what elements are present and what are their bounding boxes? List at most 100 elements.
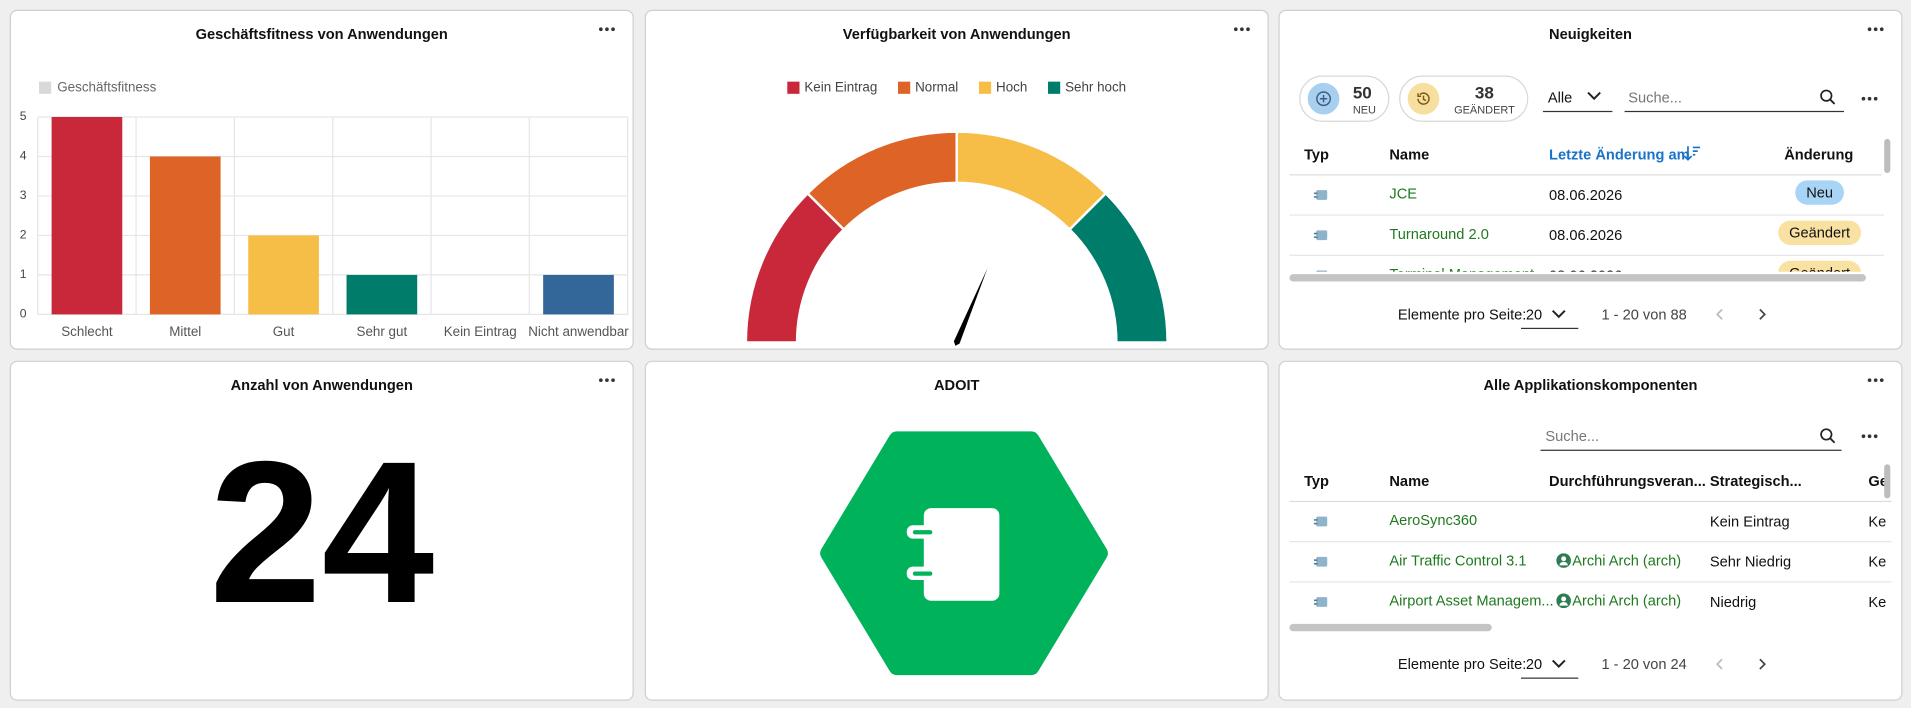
y-tick-label: 2 xyxy=(20,228,27,242)
h-scrollbar[interactable] xyxy=(1289,623,1492,632)
row-name[interactable]: Airport Asset Managem... xyxy=(1389,592,1554,610)
legend-label: Geschäftsfitness xyxy=(57,79,156,94)
row-date: 08.06.2026 xyxy=(1549,226,1623,244)
row-name[interactable]: Turnaround 2.0 xyxy=(1389,225,1489,243)
menu-button[interactable] xyxy=(1861,96,1878,101)
widget-news: Neuigkeiten 50 NEU 38 GEÄNDERT Alle Such… xyxy=(1278,9,1903,350)
v-scrollbar[interactable] xyxy=(1884,464,1891,499)
bar xyxy=(248,235,319,315)
legend-swatch xyxy=(898,81,911,94)
x-tick-label: Mittel xyxy=(169,324,201,339)
row-date: 08.06.2026 xyxy=(1549,186,1623,204)
y-tick-label: 4 xyxy=(20,149,27,163)
row-cell: Ke xyxy=(1868,553,1887,571)
bar xyxy=(346,274,418,315)
gauge-segment xyxy=(805,130,958,232)
y-tick-label: 0 xyxy=(20,307,27,321)
column-header: Strategisch... xyxy=(1709,472,1802,490)
menu-button[interactable] xyxy=(1233,27,1250,32)
bar-chart: Geschäftsfitness 0 1 2 3 4 5 Schlecht Mittel Gut S… xyxy=(20,79,630,339)
column-header: Letzte Änderung am xyxy=(1549,146,1690,164)
row-divider xyxy=(1289,541,1892,543)
bar xyxy=(543,274,614,315)
filter-select[interactable]: Alle xyxy=(1547,88,1573,107)
row-cell: Ke xyxy=(1868,593,1887,611)
gauge-chart: Kein Eintrag Normal Hoch Sehr hoch xyxy=(744,79,1169,346)
search-underline xyxy=(1624,110,1844,113)
menu-button[interactable] xyxy=(598,378,615,383)
changed-badge[interactable]: 38 GEÄNDERT xyxy=(1399,75,1529,122)
menu-button[interactable] xyxy=(598,27,615,32)
chevron xyxy=(1551,310,1566,319)
page-range: 1 - 20 von 24 xyxy=(1601,655,1687,673)
widget-title: Alle Applikationskomponenten xyxy=(1483,376,1698,394)
widget-components: Alle Applikationskomponenten Suche... Ty… xyxy=(1278,360,1903,701)
widget-title: ADOIT xyxy=(933,376,980,394)
column-header: Änderung xyxy=(1784,146,1854,164)
per-page-label: Elemente pro Seite: xyxy=(1397,305,1527,323)
row-owner[interactable]: Archi Arch (arch) xyxy=(1572,592,1682,610)
y-tick-label: 1 xyxy=(20,267,27,281)
prev-page[interactable] xyxy=(1715,308,1725,320)
search-underline xyxy=(1540,449,1842,451)
prev-page[interactable] xyxy=(1715,658,1725,670)
chevron xyxy=(1587,91,1601,101)
search-icon[interactable] xyxy=(1820,89,1836,105)
column-header: Name xyxy=(1389,472,1430,490)
per-page-select[interactable]: 20 xyxy=(1525,655,1543,673)
per-page-label: Elemente pro Seite: xyxy=(1397,655,1527,673)
legend-swatch xyxy=(39,81,52,94)
select-underline xyxy=(1521,677,1579,679)
changed-label: GEÄNDERT xyxy=(1454,103,1515,116)
row-divider xyxy=(1289,214,1885,216)
column-header: Durchführungsveran... xyxy=(1549,472,1706,490)
menu-button[interactable] xyxy=(1867,27,1884,32)
adoit-logo xyxy=(820,431,1108,676)
widget-fitness: Geschäftsfitness von Anwendungen Geschäf… xyxy=(9,9,634,350)
table-body: AeroSync360 Kein Eintrag Ke Air Traffic Con… xyxy=(1289,502,1892,617)
next-page[interactable] xyxy=(1757,658,1767,670)
chevron xyxy=(1551,659,1566,668)
new-label: NEU xyxy=(1352,103,1376,116)
new-badge[interactable]: 50 NEU xyxy=(1299,75,1390,122)
search-icon[interactable] xyxy=(1820,428,1836,444)
select-underline xyxy=(1521,327,1579,330)
menu-button[interactable] xyxy=(1861,434,1878,439)
bar xyxy=(51,116,123,315)
row-date: 08.06.2026 xyxy=(1549,267,1622,272)
new-count: 50 xyxy=(1352,82,1372,103)
h-scrollbar[interactable] xyxy=(1289,274,1866,282)
changed-count: 38 xyxy=(1474,82,1494,103)
widget-title: Geschäftsfitness von Anwendungen xyxy=(195,25,448,43)
per-page-select[interactable]: 20 xyxy=(1525,305,1543,323)
row-name[interactable]: AeroSync360 xyxy=(1389,511,1478,529)
news-table: Typ Name Letzte Änderung am Änderung JCE 08.0… xyxy=(1280,11,1902,349)
search-input[interactable]: Suche... xyxy=(1545,427,1600,445)
row-name[interactable]: Terminal Management xyxy=(1389,266,1534,272)
row-cell: Ke xyxy=(1868,513,1887,531)
y-tick-label: 5 xyxy=(20,109,27,123)
column-header: Typ xyxy=(1304,146,1329,164)
next-page[interactable] xyxy=(1757,308,1767,320)
type-icon xyxy=(1313,230,1328,241)
type-icon xyxy=(1313,516,1328,527)
row-name[interactable]: JCE xyxy=(1389,185,1418,203)
v-scrollbar[interactable] xyxy=(1884,138,1891,174)
change-badge: Geändert xyxy=(1778,220,1862,245)
row-name[interactable]: Air Traffic Control 3.1 xyxy=(1389,552,1527,570)
changed-icon xyxy=(1407,82,1440,115)
legend-swatch xyxy=(1048,81,1061,94)
x-tick-label: Sehr gut xyxy=(357,324,408,339)
gauge-needle xyxy=(953,268,988,346)
row-owner[interactable]: Archi Arch (arch) xyxy=(1572,552,1682,570)
type-icon xyxy=(1313,190,1328,200)
x-tick-label: Schlecht xyxy=(61,324,113,339)
menu-button[interactable] xyxy=(1867,378,1884,383)
components-table: Typ Name Durchführungsveran... Strategisch.… xyxy=(1280,362,1892,700)
column-header: Ge xyxy=(1868,472,1888,490)
legend-label: Normal xyxy=(915,79,958,94)
table-body: JCE 08.06.2026 Neu Turnaround 2.0 08.06.2026… xyxy=(1289,175,1885,272)
sort-icon[interactable] xyxy=(1683,145,1701,162)
search-input[interactable]: Suche... xyxy=(1628,88,1682,107)
select-underline xyxy=(1542,110,1613,113)
